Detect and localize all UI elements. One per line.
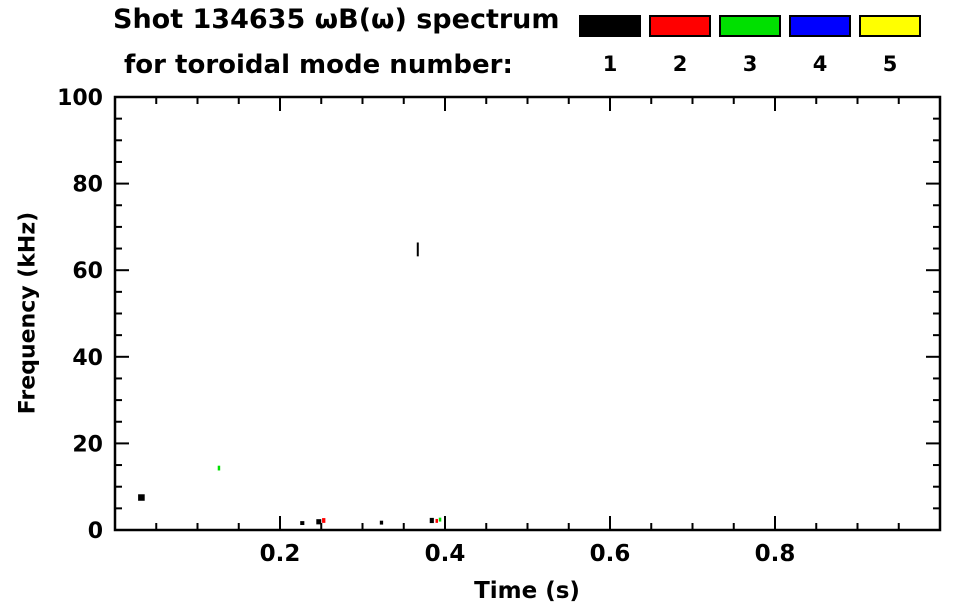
data-mark-n=2 (322, 518, 326, 523)
mode-legend-numbers: 1 2 3 4 5 (579, 52, 929, 76)
legend-label-mode-5: 5 (882, 52, 898, 76)
data-mark-n=1 (138, 494, 145, 501)
x-tick-label: 0.6 (590, 541, 631, 567)
legend-label-mode-4: 4 (812, 52, 828, 76)
axes-and-ticks (113, 95, 942, 532)
y-tick-label: 100 (57, 86, 103, 111)
data-mark-n=3 (438, 517, 442, 522)
legend-swatch-mode-1 (579, 15, 641, 37)
x-tick-label: 0.2 (260, 541, 301, 567)
y-tick-label: 20 (72, 432, 103, 457)
data-mark-n=3 (217, 465, 221, 471)
x-tick-label: 0.8 (755, 541, 796, 567)
data-mark-n=2 (435, 518, 438, 523)
data-mark-n=1 (429, 517, 434, 524)
legend-swatch-mode-2 (649, 15, 711, 37)
y-tick-label: 80 (72, 173, 103, 198)
x-axis-label: Time (s) (474, 578, 580, 604)
tick-labels: 0.2 0.4 0.6 0.8 0 20 40 60 80 100 (57, 86, 795, 567)
data-mark-n=1 (416, 242, 419, 257)
chart-title: Shot 134635 ωB(ω) spectrum (113, 4, 560, 35)
data-mark-n=1 (316, 519, 322, 525)
legend-label-mode-3: 3 (742, 52, 758, 76)
y-tick-label: 0 (88, 519, 103, 544)
legend-label-mode-1: 1 (602, 52, 618, 76)
data-marks (138, 242, 442, 526)
legend-swatch-mode-5 (859, 15, 921, 37)
mode-legend-swatches (579, 15, 929, 37)
plot-box (113, 95, 942, 532)
y-tick-label: 60 (72, 259, 103, 284)
data-mark-n=1 (300, 521, 305, 526)
y-tick-label: 40 (72, 346, 103, 371)
legend-swatch-mode-3 (719, 15, 781, 37)
legend-swatch-mode-4 (789, 15, 851, 37)
chart-subtitle: for toroidal mode number: (124, 50, 513, 80)
legend-label-mode-2: 2 (672, 52, 688, 76)
data-mark-n=1 (379, 520, 384, 525)
x-tick-label: 0.4 (425, 541, 466, 567)
